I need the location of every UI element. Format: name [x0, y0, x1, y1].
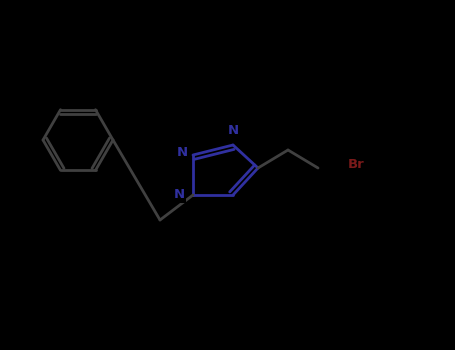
Text: N: N — [177, 147, 188, 160]
Text: N: N — [228, 124, 238, 137]
Text: N: N — [174, 189, 185, 202]
Text: Br: Br — [348, 159, 365, 172]
